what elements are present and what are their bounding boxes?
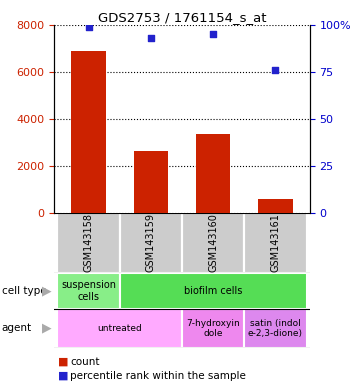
Bar	[196, 134, 230, 213]
Text: count: count	[70, 357, 99, 367]
Text: GSM143161: GSM143161	[271, 214, 280, 272]
Text: GSM143159: GSM143159	[146, 214, 156, 272]
Text: ■: ■	[58, 371, 68, 381]
Text: GSM143158: GSM143158	[84, 214, 93, 272]
Point	[273, 67, 278, 73]
Text: GSM143160: GSM143160	[208, 214, 218, 272]
Bar	[120, 273, 307, 309]
Bar	[57, 213, 120, 273]
Text: satin (indol
e-2,3-dione): satin (indol e-2,3-dione)	[248, 319, 303, 338]
Bar	[120, 213, 182, 273]
Text: percentile rank within the sample: percentile rank within the sample	[70, 371, 246, 381]
Text: ■: ■	[58, 357, 68, 367]
Text: cell type: cell type	[2, 286, 46, 296]
Text: ▶: ▶	[42, 322, 52, 335]
Text: ▶: ▶	[42, 285, 52, 297]
Point	[148, 35, 154, 41]
Bar	[71, 51, 106, 213]
Title: GDS2753 / 1761154_s_at: GDS2753 / 1761154_s_at	[98, 11, 266, 24]
Bar	[258, 199, 293, 213]
Point	[86, 24, 91, 30]
Point	[210, 31, 216, 37]
Bar	[244, 213, 307, 273]
Text: biofilm cells: biofilm cells	[184, 286, 242, 296]
Bar	[57, 309, 182, 348]
Bar	[244, 309, 307, 348]
Bar	[134, 151, 168, 213]
Text: agent: agent	[2, 323, 32, 333]
Text: untreated: untreated	[97, 324, 142, 333]
Bar	[182, 213, 244, 273]
Text: 7-hydroxyin
dole: 7-hydroxyin dole	[186, 319, 240, 338]
Text: suspension
cells: suspension cells	[61, 280, 116, 302]
Bar	[57, 273, 120, 309]
Bar	[182, 309, 244, 348]
